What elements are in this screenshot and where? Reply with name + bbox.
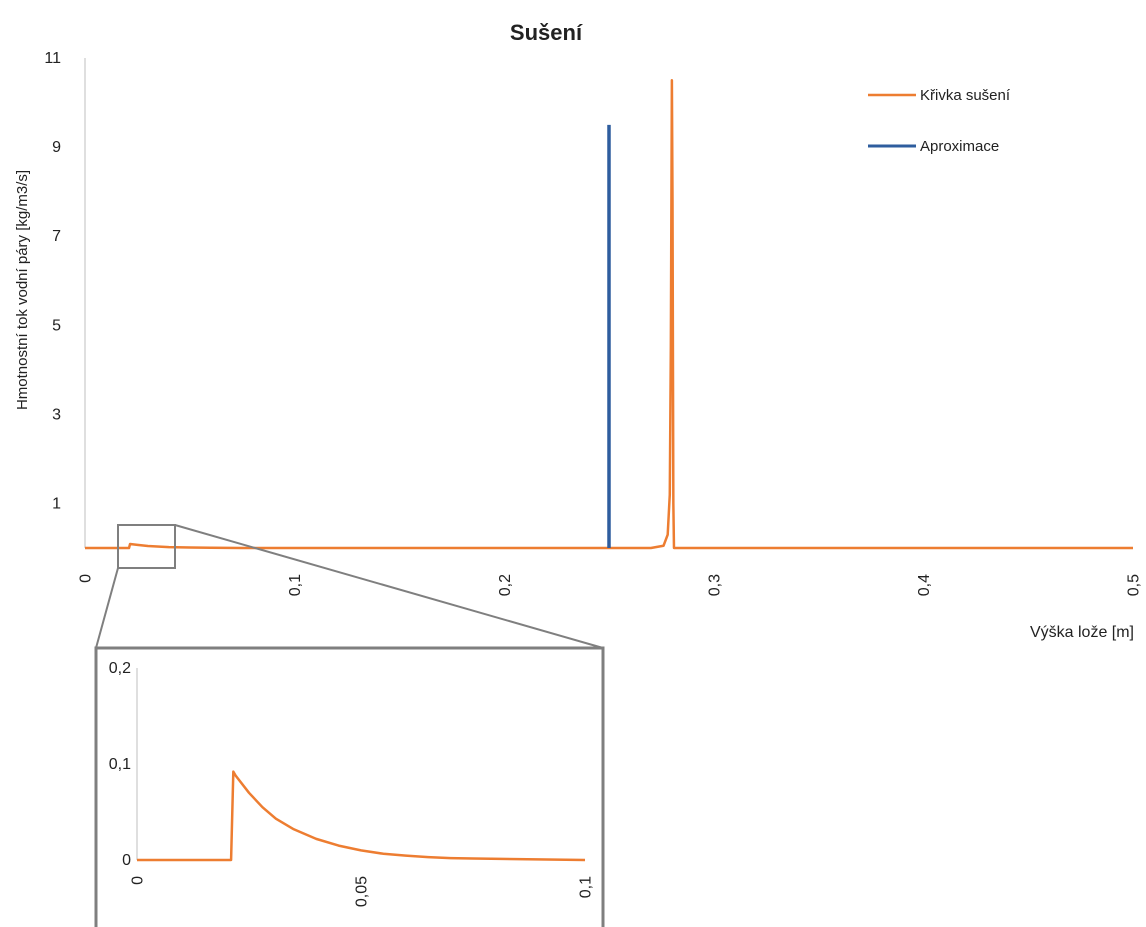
- legend-item-aproximace: Aproximace: [868, 138, 999, 155]
- legend: Křivka sušení Aproximace: [868, 87, 1011, 155]
- main-y-tick-label: 3: [52, 406, 61, 423]
- inset-y-tick-label: 0: [122, 852, 131, 869]
- inset-plot: 0 0,1 0,2 0 0,05 0,1: [109, 660, 595, 907]
- inset-y-tick-label: 0,1: [109, 756, 131, 773]
- main-x-tick-label: 0,4: [916, 574, 933, 596]
- main-y-tick-label: 9: [52, 139, 61, 156]
- inset-x-tick-label: 0,05: [354, 876, 371, 907]
- main-x-tick-label: 0: [78, 574, 95, 583]
- main-series-line-1: [85, 79, 1133, 550]
- inset-frame: [94, 646, 605, 927]
- inset-x-tick-label: 0,1: [578, 876, 595, 898]
- inset-x-tick-label: 0: [130, 876, 147, 885]
- x-axis-label: Výška lože [m]: [1030, 624, 1134, 641]
- legend-label-curve: Křivka sušení: [920, 87, 1011, 104]
- main-x-tick-label: 0,2: [497, 574, 514, 596]
- main-x-tick-label: 0,1: [287, 574, 304, 596]
- main-x-tick-label: 0,3: [706, 574, 723, 596]
- legend-label-approx: Aproximace: [920, 138, 999, 155]
- zoom-callout: [95, 524, 604, 649]
- inset-y-tick-label: 0,2: [109, 660, 131, 677]
- main-x-tick-label: 0,5: [1126, 574, 1143, 596]
- main-y-tick-label: 5: [52, 317, 61, 334]
- main-y-tick-label: 11: [44, 50, 61, 67]
- inset-series-line-1: [137, 770, 586, 862]
- legend-item-krivka-suseni: Křivka sušení: [868, 87, 1011, 104]
- zoom-connector-right: [174, 524, 604, 649]
- main-y-tick-label: 7: [52, 228, 61, 245]
- chart-title: Sušení: [510, 20, 583, 45]
- zoom-connector-left: [95, 567, 119, 649]
- main-plot: 1 3 5 7 9 11 0 0,1 0,2 0,3 0,4 0,5: [44, 50, 1142, 596]
- main-y-tick-label: 1: [52, 495, 61, 512]
- zoom-region-box: [117, 524, 176, 569]
- y-axis-label: Hmotnostní tok vodní páry [kg/m3/s]: [14, 170, 31, 410]
